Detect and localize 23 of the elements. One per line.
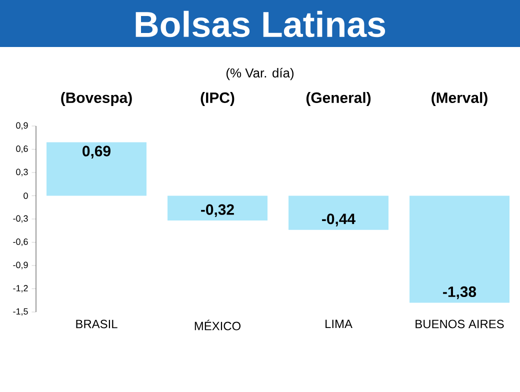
y-tick-label: 0 [24, 192, 28, 199]
data-label: -0,44 [322, 214, 356, 226]
chart-title: Bolsas Latinas [136, 10, 386, 38]
data-label: 0,69 [82, 146, 110, 159]
data-label: -1,38 [443, 286, 476, 300]
y-tick-label: -0,6 [13, 238, 28, 246]
y-tick-label: 0,9 [16, 122, 28, 130]
y-tick-label: 0,3 [16, 168, 28, 176]
y-tick-label: -1,5 [13, 308, 28, 316]
chart-subtitle: (% Var. día) [226, 68, 294, 80]
text: (Merval) [432, 92, 488, 106]
y-tick-label: -1,2 [13, 285, 28, 292]
y-tick-label: -0,3 [13, 215, 28, 223]
text: (Bovespa) [61, 92, 132, 106]
x-tick-label: LIMA [326, 320, 352, 328]
y-tick-label: -0,9 [13, 262, 28, 270]
x-tick-label: MÉXICO [194, 320, 241, 330]
x-tick-label: BRASIL [76, 320, 118, 328]
x-tick-label: BUENOS AIRES [416, 320, 504, 328]
data-label: -0,32 [201, 204, 234, 218]
text: (IPC) [200, 92, 234, 106]
text: (General) [306, 92, 371, 106]
y-tick-label: 0,6 [16, 146, 28, 153]
